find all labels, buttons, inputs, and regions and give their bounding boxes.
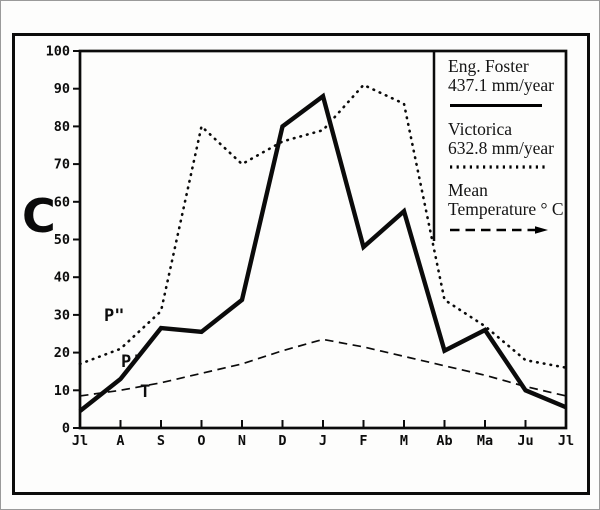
curve-label-temperature: T [140,382,151,402]
x-axis-tick-label: Jl [558,433,574,449]
y-axis-tick-label: 0 [62,421,70,437]
legend-mean-temp-value: Temperature ° C [448,199,564,219]
arrow-head-icon [535,226,548,234]
x-axis-tick-label: Jl [72,433,88,449]
legend-entry-mean-temperature: Mean Temperature ° C [448,181,572,236]
y-axis-tick-label: 100 [46,44,70,60]
x-axis-tick-label: N [238,433,246,449]
series-line-eng-foster [78,92,567,413]
x-axis-tick-label: D [278,433,286,449]
y-axis-tick-label: 10 [54,383,70,399]
curve-label-eng-foster: P' [121,352,142,372]
x-axis-tick-label: Ma [477,433,493,449]
panel-label: C [22,189,56,243]
x-axis-tick-label: M [400,433,408,449]
y-axis-tick-label: 60 [54,194,70,210]
legend-entry-victorica: Victorica 632.8 mm/year [448,120,572,171]
eng-foster-line-sample [450,104,542,107]
x-axis-tick-label: F [359,433,367,449]
series-line-mean-temperature-c [79,338,567,397]
y-axis-tick-label: 50 [54,232,70,248]
y-axis-tick-label: 80 [54,119,70,135]
y-axis-tick-label: 20 [54,345,70,361]
legend-eng-foster-name: Eng. Foster [448,56,529,76]
legend: Eng. Foster 437.1 mm/year Victorica 632.… [448,57,572,246]
x-axis-tick-label: Ju [517,433,533,449]
legend-entry-eng-foster: Eng. Foster 437.1 mm/year [448,57,572,107]
legend-victorica-value: 632.8 mm/year [448,138,554,158]
y-axis-tick-label: 70 [54,157,70,173]
y-axis-tick-label: 90 [54,81,70,97]
y-axis-tick-label: 30 [54,307,70,323]
x-axis-tick-label: S [157,433,165,449]
victorica-dotted-line-sample [450,165,546,169]
x-axis-tick-label: O [197,433,205,449]
figure-frame [12,33,590,495]
x-axis-tick-label: Ab [436,433,452,449]
curve-label-victorica: P" [104,306,125,326]
mean-temp-dashed-arrow-sample [450,226,548,234]
legend-eng-foster-value: 437.1 mm/year [448,75,554,95]
y-axis-tick-label: 40 [54,270,70,286]
x-axis-tick-label: A [116,433,124,449]
x-axis-tick-label: J [319,433,327,449]
legend-victorica-name: Victorica [448,119,513,139]
legend-mean-temp-name: Mean [448,180,488,200]
